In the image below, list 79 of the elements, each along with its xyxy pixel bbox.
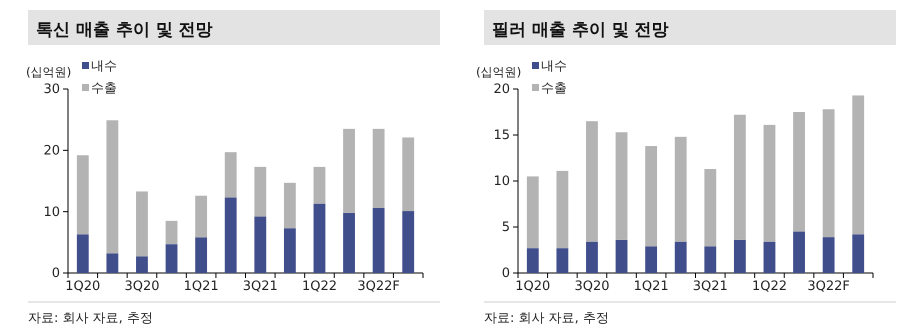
bar: [166, 244, 178, 273]
bar: [106, 253, 118, 273]
x-tick-label: 3Q22F: [357, 279, 400, 294]
bar: [674, 242, 687, 273]
bar: [616, 240, 628, 273]
y-tick-label: 0: [502, 266, 510, 282]
y-tick-label: 10: [493, 174, 510, 190]
chart-title: 톡신 매출 추이 및 전망: [36, 20, 213, 40]
x-tick-label: 1Q22: [752, 279, 787, 294]
y-tick-label: 5: [502, 220, 510, 236]
y-tick-label: 20: [493, 82, 510, 98]
legend-label: 내수: [541, 59, 567, 74]
x-tick-label: 1Q21: [634, 279, 669, 294]
y-tick-label: 10: [43, 204, 60, 220]
x-tick-label: 1Q20: [515, 279, 550, 294]
bar: [852, 95, 864, 234]
bar: [586, 242, 598, 273]
bar: [402, 211, 414, 273]
text: 자료: 회사 자료, 추정: [484, 311, 609, 326]
legend-label: 수출: [541, 81, 567, 96]
x-tick-label: 3Q21: [692, 279, 728, 294]
y-tick-label: 15: [493, 128, 510, 144]
bar: [284, 228, 296, 273]
bar: [136, 256, 148, 273]
legend-label: 내수: [91, 59, 117, 74]
x-tick-label: 3Q21: [242, 279, 278, 294]
bar: [616, 132, 628, 240]
bar: [372, 208, 385, 273]
y-tick-label: 30: [43, 82, 60, 98]
y-axis-title: (십억원): [476, 65, 522, 79]
bar: [195, 196, 208, 238]
bar: [402, 137, 414, 212]
bar: [526, 176, 539, 248]
bar: [645, 146, 658, 246]
bar: [793, 112, 805, 232]
bar: [526, 248, 539, 273]
bar: [224, 152, 237, 198]
bar: [556, 170, 568, 248]
bar: [224, 198, 237, 273]
bar: [674, 136, 687, 242]
x-tick-label: 3Q20: [574, 279, 610, 294]
bar: [106, 120, 118, 254]
bar: [166, 220, 178, 244]
bar: [254, 166, 266, 217]
y-tick-label: 20: [43, 143, 60, 158]
bar: [284, 182, 296, 228]
x-tick-label: 1Q22: [302, 279, 337, 294]
bar: [645, 246, 658, 273]
bar: [793, 232, 805, 273]
bar: [76, 155, 89, 234]
x-tick-label: 1Q21: [184, 279, 219, 294]
bar: [704, 169, 716, 246]
legend-label: 수출: [91, 81, 117, 96]
bar: [195, 237, 208, 273]
y-axis-title: (십억원): [26, 65, 72, 79]
bar: [822, 109, 835, 238]
y-tick-label: 0: [52, 266, 60, 282]
bar: [852, 234, 864, 273]
bar: [314, 204, 326, 273]
bar: [586, 121, 598, 242]
x-tick-label: 3Q20: [124, 279, 160, 294]
bar: [556, 248, 568, 273]
bar: [314, 166, 326, 204]
bar: [734, 114, 746, 240]
bar: [254, 216, 266, 273]
bar: [136, 191, 148, 256]
text: 자료: 회사 자료, 추정: [28, 311, 153, 326]
bar: [76, 234, 89, 273]
bar: [372, 128, 385, 208]
chart-title: 필러 매출 추이 및 전망: [492, 20, 669, 40]
x-tick-label: 1Q20: [65, 279, 100, 294]
bar: [822, 237, 835, 273]
bar: [343, 212, 355, 273]
bar: [704, 246, 716, 273]
bar: [734, 240, 746, 273]
bar: [343, 128, 355, 213]
bar: [764, 242, 776, 273]
bar: [764, 124, 776, 242]
x-tick-label: 3Q22F: [807, 279, 850, 294]
